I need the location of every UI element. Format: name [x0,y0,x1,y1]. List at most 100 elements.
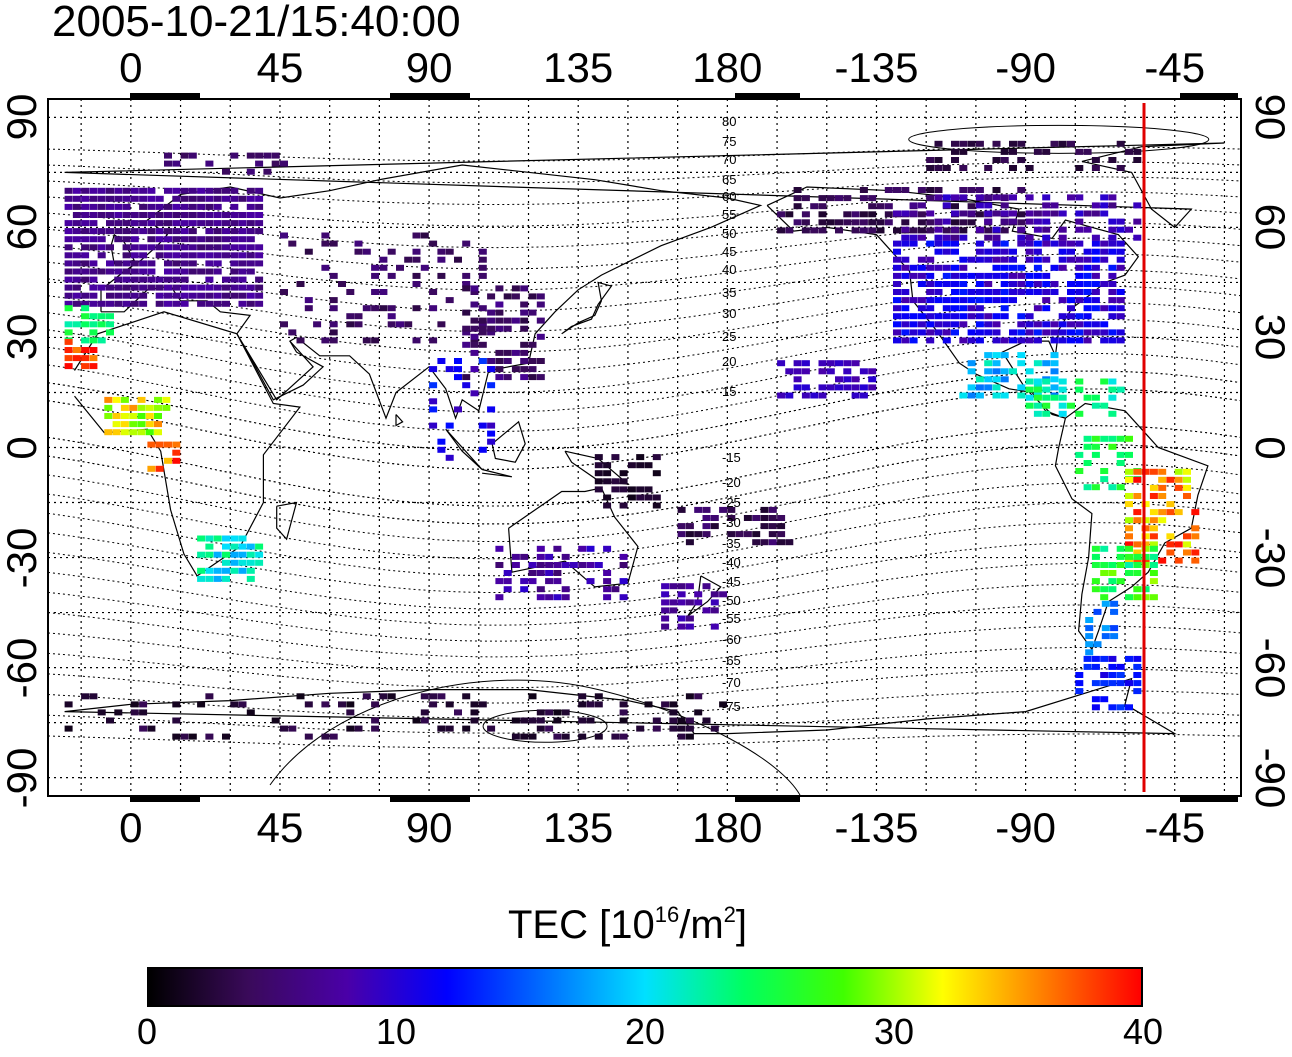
tec-pixel [743,531,752,538]
tec-pixel [1050,264,1059,271]
tec-pixel [329,297,338,304]
tec-pixel [777,515,786,521]
tec-pixel [959,321,968,328]
tec-pixel [967,392,976,399]
tec-pixel [810,392,819,399]
tec-pixel [1000,148,1009,155]
tec-pixel [89,329,98,336]
tec-pixel [478,248,487,255]
tec-pixel [1017,140,1026,147]
tec-pixel [594,454,603,461]
coastline [242,340,325,401]
tec-pixel [1108,410,1117,417]
tec-pixel [1033,386,1042,393]
tec-pixel [147,203,156,210]
tec-pixel [685,583,694,590]
tec-pixel [246,152,255,159]
tec-pixel [1050,289,1059,295]
tec-pixel [89,236,98,243]
tec-pixel [826,219,835,226]
tec-pixel [97,709,106,716]
tec-pixel [470,701,479,708]
tec-pixel [1050,321,1059,328]
tec-pixel [934,329,943,336]
tec-pixel [1149,533,1158,540]
tec-pixel [851,384,860,391]
tec-pixel [511,562,520,568]
tec-pixel [139,701,148,708]
tec-pixel [868,376,877,383]
tec-pixel [536,293,545,300]
tec-pixel [64,236,73,243]
tec-pixel [603,462,612,469]
tec-pixel [64,292,73,299]
tec-pixel [1000,368,1009,375]
tec-pixel [64,260,73,267]
tec-pixel [1133,509,1142,516]
tec-pixel [851,376,860,383]
tec-pixel [1149,525,1158,532]
tec-pixel [288,329,297,336]
tec-pixel [528,693,537,700]
tec-pixel [934,297,943,304]
tec-pixel [180,276,189,283]
tec-pixel [1009,148,1017,155]
tec-pixel [1116,313,1125,320]
tec-pixel [959,297,968,304]
tec-pixel [1083,484,1092,491]
tec-pixel [122,244,131,251]
tec-pixel [437,693,446,700]
tec-pixel [1166,541,1175,548]
tec-pixel [1108,386,1117,393]
tec-pixel [810,227,819,234]
tec-pixel [172,236,181,243]
tec-pixel [139,195,148,202]
tec-pixel [1116,240,1125,247]
tec-pixel [835,219,843,226]
tec-pixel [437,438,446,445]
tec-pixel [1042,281,1051,287]
tec-pixel [454,358,462,364]
tec-pixel [1108,655,1117,662]
tec-pixel [205,203,214,210]
tec-pixel [1133,202,1142,209]
tec-pixel [710,515,719,521]
tec-pixel [536,545,545,552]
tec-pixel [197,244,206,251]
tec-pixel [619,562,628,568]
tec-pixel [246,292,255,299]
tec-pixel [694,599,703,606]
tec-pixel [180,260,189,267]
tec-pixel [536,570,545,576]
tec-pixel [1133,234,1142,241]
top-lon-tick-label: 45 [256,44,304,91]
tec-pixel [652,717,661,724]
tec-pixel [172,449,181,456]
tec-pixel [685,623,694,630]
tec-pixel [371,272,380,279]
tec-pixel [528,309,537,316]
tec-pixel [112,429,121,436]
tec-pixel [1058,329,1067,336]
tec-pixel [1050,376,1059,383]
tec-pixel [536,374,545,381]
tec-pixel [934,218,943,225]
tec-pixel [901,240,910,247]
left-lat-tick-label: 90 [0,93,45,141]
tec-pixel [296,281,305,287]
tec-pixel [1067,402,1075,409]
tec-pixel [1091,165,1100,171]
tec-pixel [528,374,537,381]
tec-pixel [893,210,901,217]
tec-pixel [1108,272,1117,279]
tec-pixel [545,709,554,716]
tec-pixel [114,236,123,243]
tec-pixel [594,701,603,708]
tec-pixel [495,285,504,292]
tec-pixel [868,368,877,375]
tec-pixel [909,234,918,241]
tec-pixel [1110,625,1119,632]
tec-pixel [901,234,910,241]
tec-pixel [1108,281,1117,287]
mlat-contour [48,690,1241,719]
